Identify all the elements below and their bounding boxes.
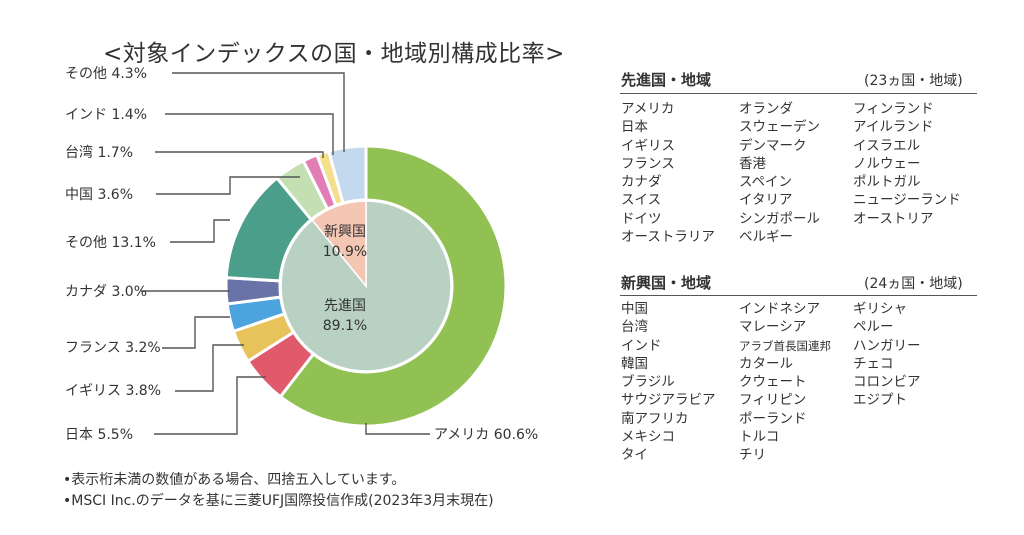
slice-label: フランス 3.2% — [65, 340, 161, 356]
inner-label-value: 89.1% — [323, 318, 367, 334]
country-item: マレーシア — [739, 319, 807, 336]
developed-title: 先進国・地域 — [621, 71, 712, 89]
country-item: ポルトガル — [853, 174, 921, 191]
developed-col-2: オランダ スウェーデン デンマーク 香港 スペイン イタリア シンガポール ベル… — [739, 100, 820, 246]
country-item: アイルランド — [853, 119, 934, 136]
slice-label: インド 1.4% — [65, 107, 147, 123]
country-item: ポーランド — [739, 410, 807, 427]
country-item: チリ — [739, 447, 766, 464]
donut-chart: 先進国 89.1% 新興国 10.9% その他 4.3% インド 1.4% 台湾 1.7% 中… — [65, 66, 538, 443]
country-item: カタール — [739, 355, 793, 372]
country-item: ハンガリー — [853, 337, 921, 354]
inner-label-name: 先進国 — [324, 298, 366, 314]
slice-label: イギリス 3.8% — [65, 383, 161, 399]
country-item: イギリス — [621, 137, 675, 154]
slice-label: カナダ 3.0% — [65, 284, 147, 300]
inner-label-name: 新興国 — [324, 224, 366, 240]
country-item: エジプト — [853, 392, 907, 409]
country-item: ドイツ — [621, 210, 662, 227]
emerging-col-3: ギリシャ ペルー ハンガリー チェコ コロンビア エジプト — [853, 300, 921, 410]
leader-line — [172, 72, 345, 152]
country-item: デンマーク — [739, 137, 807, 154]
slice-label: 台湾 1.7% — [65, 144, 133, 161]
country-item: ベルギー — [739, 229, 793, 246]
developed-col-1: アメリカ 日本 イギリス フランス カナダ スイス ドイツ オーストラリア — [621, 100, 715, 246]
leader-line — [162, 316, 230, 349]
country-item: ペルー — [853, 319, 894, 336]
country-item: メキシコ — [621, 429, 675, 446]
country-item: カナダ — [621, 174, 662, 191]
country-item: アメリカ — [621, 101, 675, 117]
country-item: オーストリア — [853, 210, 934, 227]
country-item: オランダ — [739, 101, 793, 117]
slice-label: その他 13.1% — [65, 235, 156, 251]
country-item: インドネシア — [739, 301, 820, 317]
leader-line — [365, 423, 430, 435]
country-item: 香港 — [739, 155, 766, 172]
country-item: 中国 — [621, 301, 648, 317]
developed-rule — [620, 93, 977, 94]
inner-label-value: 10.9% — [323, 244, 367, 260]
country-item: イタリア — [739, 192, 793, 209]
emerging-rule — [620, 295, 977, 296]
country-item: スペイン — [739, 174, 793, 191]
footnote-source: •MSCI Inc.のデータを基に三菱UFJ国際投信作成(2023年3月末現在) — [63, 493, 494, 509]
country-item: インド — [621, 337, 662, 354]
donut-slice — [278, 144, 508, 428]
country-item: ブラジル — [621, 374, 675, 391]
country-item: 南アフリカ — [621, 410, 689, 427]
country-item: チェコ — [853, 355, 894, 372]
slice-label: 日本 5.5% — [65, 427, 133, 443]
leader-line — [165, 113, 334, 155]
slice-label: 中国 3.6% — [65, 187, 133, 203]
country-item: 韓国 — [621, 355, 648, 372]
country-item: クウェート — [739, 374, 807, 391]
country-item: スイス — [621, 192, 662, 209]
country-item: スウェーデン — [739, 119, 820, 136]
country-item: ニュージーランド — [853, 192, 961, 209]
leader-line — [156, 176, 300, 195]
developed-col-3: フィンランド アイルランド イスラエル ノルウェー ポルトガル ニュージーランド… — [853, 100, 961, 228]
leader-line — [155, 151, 324, 158]
country-item: コロンビア — [853, 374, 921, 391]
emerging-title: 新興国・地域 — [621, 274, 712, 292]
country-item: ギリシャ — [853, 301, 907, 317]
footnote-rounding: •表示桁未満の数値がある場合、四捨五入しています。 — [63, 472, 406, 488]
country-item: アラブ首長国連邦 — [739, 338, 831, 353]
country-item: フランス — [621, 155, 675, 172]
emerging-count: (24ヵ国・地域) — [864, 276, 963, 292]
country-item: オーストラリア — [621, 229, 715, 246]
country-item: 台湾 — [621, 319, 648, 336]
chart-title: <対象インデックスの国・地域別構成比率> — [103, 41, 565, 67]
country-item: イスラエル — [853, 137, 921, 154]
country-item: タイ — [621, 447, 648, 464]
country-item: ノルウェー — [853, 155, 921, 172]
emerging-col-1: 中国 台湾 インド 韓国 ブラジル サウジアラビア 南アフリカ メキシコ タイ — [621, 300, 716, 465]
country-item: シンガポール — [739, 210, 820, 227]
country-item: サウジアラビア — [621, 392, 716, 409]
country-item: フィリピン — [739, 392, 807, 409]
emerging-col-2: インドネシア マレーシア アラブ首長国連邦 カタール クウェート フィリピン ポ… — [739, 300, 831, 465]
country-item: フィンランド — [853, 101, 934, 117]
developed-count: (23ヵ国・地域) — [864, 73, 963, 89]
leader-line — [154, 376, 266, 435]
leader-line — [175, 344, 244, 392]
slice-label: アメリカ 60.6% — [434, 427, 538, 443]
country-item: 日本 — [621, 119, 648, 136]
inner-slice — [311, 200, 367, 289]
country-item: トルコ — [739, 429, 780, 446]
slice-label: その他 4.3% — [65, 66, 147, 82]
leader-line — [170, 219, 230, 243]
donut-slice — [326, 144, 368, 205]
